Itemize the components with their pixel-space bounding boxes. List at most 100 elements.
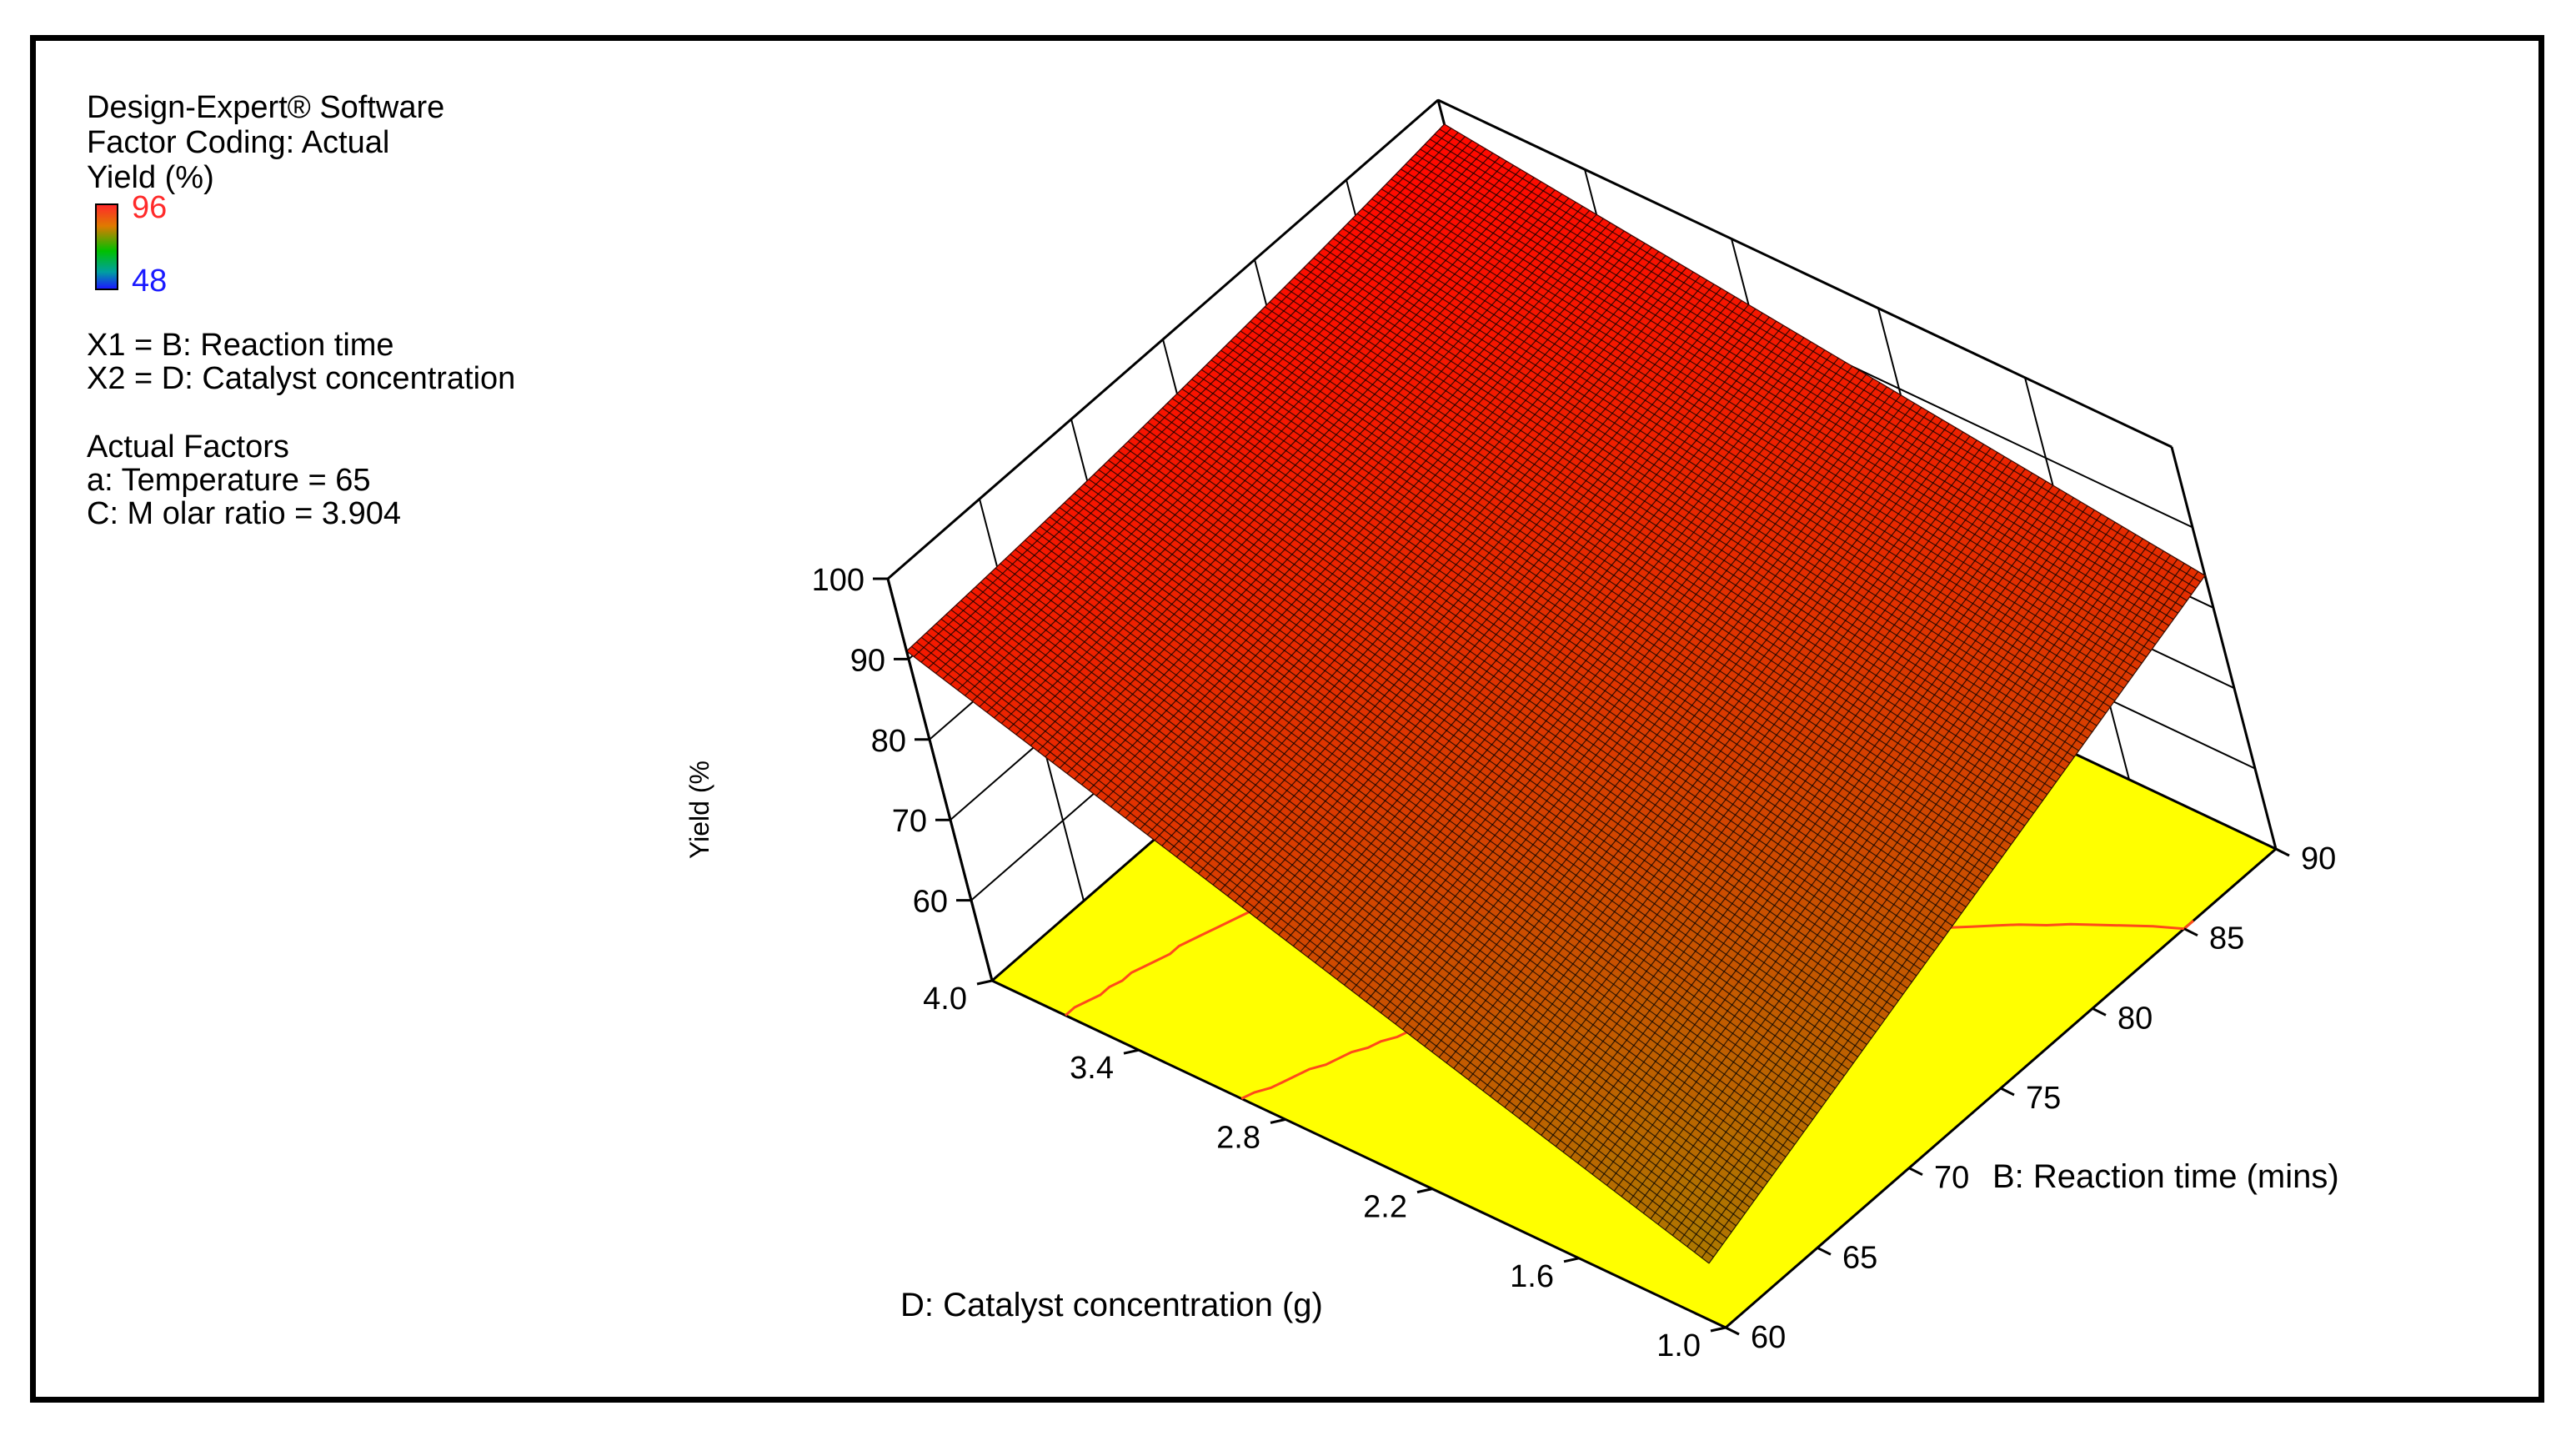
mesh-line (1125, 247, 1652, 819)
mesh-line (928, 136, 1466, 669)
mesh-line (965, 156, 1501, 696)
mesh-line (1694, 567, 2192, 1253)
z-axis-line (886, 578, 994, 982)
mesh-line (1599, 514, 2102, 1181)
y-tick (1416, 1187, 1433, 1194)
mesh-line (1292, 341, 1812, 946)
y-axis-label: D: Catalyst concentration (g) (900, 1287, 1323, 1323)
mesh-line (1650, 542, 2151, 1219)
mesh-line (1315, 354, 1832, 963)
mesh-line (1628, 530, 2130, 1202)
mesh-line (1023, 189, 1556, 741)
mesh-line (1526, 472, 2033, 1125)
y-tick (976, 979, 993, 986)
mesh-line (1431, 419, 1943, 1052)
mesh-line (1344, 369, 1860, 986)
mesh-line (986, 168, 1521, 713)
mesh-line (1234, 309, 1757, 902)
mesh-line (1671, 555, 2171, 1236)
surface-mesh (906, 123, 2206, 1264)
software-label: Design-Expert® Software (87, 90, 445, 125)
mesh-line (1285, 337, 1805, 941)
mesh-line (1701, 570, 2199, 1258)
colorbar-low-label: 48 (132, 264, 168, 299)
mesh-line (1621, 525, 2122, 1197)
mesh-line (1373, 386, 1887, 1008)
mesh-line (1154, 263, 1680, 841)
mesh-line (1074, 218, 1604, 780)
mesh-line (1256, 320, 1777, 919)
actual-factors-header: Actual Factors (87, 429, 289, 464)
x1-definition: X1 = B: Reaction time (87, 328, 394, 363)
mesh-line (1548, 485, 2053, 1142)
mesh-line (1059, 209, 1591, 769)
y-tick-label: 2.8 (1216, 1120, 1260, 1155)
y-tick (1270, 1117, 1286, 1124)
mesh-line (1329, 361, 1847, 975)
mesh-line (1037, 198, 1570, 752)
mesh-line (1183, 279, 1708, 863)
mesh-line (1110, 238, 1639, 808)
x-tick (1725, 1326, 1740, 1336)
mesh-line (1409, 407, 1922, 1036)
mesh-line (1088, 226, 1618, 791)
mesh-line (942, 144, 1480, 680)
actual-factor-molar-ratio: C: M olar ratio = 3.904 (87, 496, 402, 531)
mesh-line (1496, 456, 2005, 1102)
mesh-line (1533, 476, 2040, 1131)
mesh-line (1402, 403, 1916, 1030)
mesh-line (1132, 251, 1660, 825)
mesh-line (1490, 452, 1998, 1097)
mesh-line (1140, 255, 1666, 830)
mesh-line (1475, 444, 1984, 1086)
x-tick-label: 70 (1934, 1161, 1969, 1196)
mesh-line (1175, 275, 1701, 858)
actual-factors: Actual Factors a: Temperature = 65 C: M … (87, 430, 401, 530)
mesh-line (1212, 296, 1736, 886)
mesh-line (1358, 378, 1874, 997)
mesh-line (1117, 243, 1646, 813)
mesh-line (1249, 316, 1770, 913)
mesh-line (1613, 521, 2116, 1192)
x-tick-label: 90 (2301, 841, 2336, 876)
mesh-line (1241, 312, 1763, 908)
y-tick (1563, 1257, 1580, 1263)
mesh-line (1030, 193, 1562, 746)
x-tick (2000, 1087, 2015, 1097)
mesh-line (1321, 358, 1839, 969)
x-tick-label: 60 (1751, 1320, 1786, 1355)
y-tick-label: 1.0 (1656, 1328, 1701, 1363)
mesh-line (1453, 431, 1964, 1069)
mesh-line (1387, 394, 1902, 1019)
mesh-line (1504, 460, 2012, 1108)
mesh-line (1461, 435, 1971, 1075)
z-tick-label: 90 (850, 643, 885, 678)
y-gridline (2171, 446, 2277, 850)
mesh-line (1708, 575, 2206, 1264)
mesh-line (1045, 201, 1576, 758)
y-tick-label: 4.0 (923, 982, 967, 1017)
x-tick (1817, 1246, 1832, 1256)
mesh-line (1482, 448, 1992, 1092)
mesh-line (1380, 390, 1895, 1013)
z-tick-label: 100 (812, 563, 865, 598)
mesh-line (1263, 324, 1784, 925)
mesh-line (1467, 439, 1977, 1080)
mesh-line (957, 152, 1494, 690)
mesh-line (1169, 271, 1694, 852)
mesh-line (1366, 382, 1881, 1002)
x-tick-label: 85 (2209, 921, 2244, 956)
colorbar (95, 203, 118, 290)
y-tick-label: 2.2 (1363, 1190, 1407, 1225)
factor-coding-label: Factor Coding: Actual (87, 125, 390, 160)
mesh-line (1008, 181, 1542, 730)
mesh-line (1424, 414, 1936, 1047)
mesh-line (1657, 546, 2158, 1225)
mesh-line (1395, 399, 1908, 1025)
response-label: Yield (%) (87, 160, 214, 195)
mesh-line (1015, 185, 1549, 736)
z-axis-label: Yield (% (684, 761, 714, 859)
mesh-line (1686, 563, 2185, 1248)
mesh-line (913, 128, 1452, 657)
x-tick (2183, 927, 2198, 937)
